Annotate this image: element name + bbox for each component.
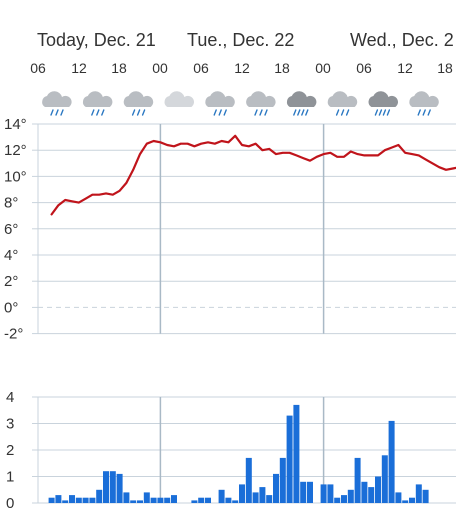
precipitation-bar — [334, 497, 341, 503]
precipitation-bar — [75, 497, 82, 503]
precipitation-bar — [300, 481, 307, 503]
precipitation-bar — [116, 473, 123, 503]
precipitation-bar — [402, 500, 409, 503]
y-tick-label: 14° — [4, 116, 27, 133]
precipitation-bar — [341, 495, 347, 503]
precipitation-bar — [225, 497, 232, 503]
precipitation-bar — [388, 420, 395, 503]
light-rain-icon — [42, 91, 72, 116]
y-tick-label: 12° — [4, 142, 27, 159]
precipitation-bar — [239, 484, 245, 503]
precipitation-bar — [137, 500, 143, 503]
y-tick-label: 2 — [6, 442, 14, 459]
precipitation-bar — [409, 497, 415, 503]
precipitation-bar — [361, 481, 368, 503]
precipitation-bar — [205, 497, 211, 503]
precipitation-bar — [171, 495, 177, 503]
hour-label: 06 — [30, 60, 46, 76]
precipitation-bar — [422, 489, 429, 504]
temperature-line — [50, 134, 456, 216]
precipitation-chart: 4 3 2 1 0 — [6, 389, 456, 512]
light-rain-icon — [246, 91, 276, 116]
precipitation-bar — [245, 457, 252, 503]
y-tick-label: 4° — [4, 247, 18, 264]
precipitation-bar — [96, 489, 103, 504]
light-rain-icon — [123, 91, 154, 116]
precipitation-bar — [62, 500, 69, 503]
precipitation-bar — [48, 497, 55, 503]
precipitation-bar — [279, 457, 286, 503]
day-label-dec23: Wed., Dec. 2 — [350, 30, 454, 50]
precipitation-bar — [320, 484, 327, 503]
precipitation-bar — [123, 492, 130, 503]
precipitation-bar — [218, 489, 225, 504]
day-label-dec22: Tue., Dec. 22 — [187, 30, 295, 50]
precipitation-bar — [395, 492, 402, 503]
precipitation-bar — [69, 495, 75, 503]
hour-label: 06 — [193, 60, 209, 76]
precipitation-bar — [259, 487, 266, 503]
hour-label: 12 — [234, 60, 250, 76]
precipitation-bar — [191, 500, 198, 503]
precipitation-bar — [286, 415, 293, 503]
precipitation-bar — [293, 404, 300, 503]
precipitation-bar — [89, 497, 96, 503]
light-rain-icon — [205, 91, 235, 116]
precipitation-bar — [252, 492, 259, 503]
precipitation-bar — [55, 495, 62, 503]
weather-icon-row — [42, 91, 439, 116]
light-rain-icon — [327, 91, 358, 116]
y-tick-label: 0° — [4, 299, 18, 316]
precipitation-bar — [82, 497, 89, 503]
heavy-rain-icon — [368, 91, 399, 116]
precipitation-bar — [109, 471, 116, 503]
y-tick-label: 0 — [6, 495, 14, 512]
precipitation-bar — [273, 473, 279, 503]
y-tick-label: -2° — [4, 326, 23, 343]
precipitation-bar — [415, 484, 422, 503]
precipitation-bar — [143, 492, 150, 503]
precipitation-bar — [157, 497, 164, 503]
heavy-rain-icon — [286, 91, 317, 116]
y-tick-label: 10° — [4, 168, 27, 185]
y-tick-label: 6° — [4, 221, 18, 238]
hour-label: 06 — [356, 60, 372, 76]
precipitation-bar — [150, 497, 157, 503]
day-label-dec21: Today, Dec. 21 — [37, 30, 156, 50]
precipitation-bar — [103, 471, 109, 503]
precipitation-bar — [381, 455, 388, 503]
precipitation-bar — [307, 481, 313, 503]
precipitation-bar — [232, 500, 239, 503]
precipitation-bar — [368, 487, 375, 503]
y-tick-label: 2° — [4, 273, 18, 290]
precipitation-bar — [375, 476, 381, 503]
y-tick-label: 4 — [6, 389, 14, 406]
precipitation-bar — [354, 457, 361, 503]
precipitation-bar — [164, 497, 171, 503]
hour-label: 18 — [437, 60, 453, 76]
precipitation-bar — [266, 495, 273, 503]
light-rain-icon — [409, 91, 439, 116]
precipitation-bar — [130, 500, 137, 503]
hour-label: 00 — [315, 60, 331, 76]
hour-label: 12 — [397, 60, 413, 76]
hour-label: 18 — [274, 60, 290, 76]
temperature-chart: 14° 12° 10° 8° 6° 4° 2° 0° -2° — [4, 116, 456, 343]
hour-label: 18 — [111, 60, 127, 76]
precipitation-bar — [198, 497, 205, 503]
light-rain-icon — [82, 91, 113, 116]
hour-label: 12 — [71, 60, 87, 76]
precipitation-bar — [347, 489, 354, 504]
hour-label: 00 — [152, 60, 168, 76]
precipitation-bar — [327, 484, 334, 503]
y-tick-label: 1 — [6, 469, 14, 486]
y-tick-label: 3 — [6, 416, 14, 433]
cloudy-icon — [164, 91, 195, 107]
y-tick-label: 8° — [4, 195, 18, 212]
